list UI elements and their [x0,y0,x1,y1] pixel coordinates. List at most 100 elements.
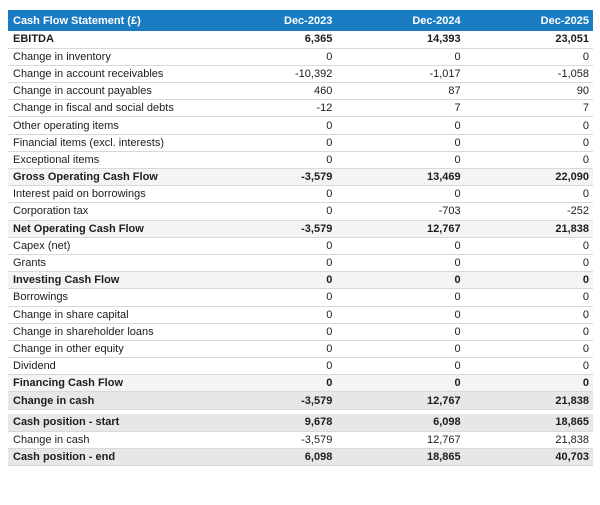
row-label: Dividend [8,357,208,376]
row-value: -252 [464,202,593,221]
row-value: 6,365 [208,31,337,49]
row-value: 0 [208,340,337,359]
row-value: 0 [208,151,337,170]
row-value: 12,767 [336,391,465,410]
row-value: 460 [208,82,337,101]
row-label: Gross Operating Cash Flow [8,168,208,187]
row-label: Change in cash [8,431,208,450]
row-value: 0 [464,374,593,393]
row-value: 13,469 [336,168,465,187]
row-value: 0 [464,237,593,255]
row-value: 0 [336,185,465,204]
table-row: Change in cash -3,579 12,767 21,838 [8,391,593,410]
row-value: 0 [208,237,337,255]
row-value: 0 [336,288,465,307]
table-header: Cash Flow Statement (£) Dec-2023 Dec-202… [8,10,593,31]
row-value: -3,579 [208,220,337,238]
table-title: Cash Flow Statement (£) [8,10,208,31]
table-row: Cash position - end 6,098 18,865 40,703 [8,448,593,467]
row-value: 21,838 [464,220,593,238]
row-label: Change in inventory [8,48,208,66]
row-label: EBITDA [8,31,208,49]
table-row: Change in shareholder loans 0 0 0 [8,323,593,341]
section-spacer [8,409,593,415]
row-label: Corporation tax [8,202,208,221]
table-row: Change in share capital 0 0 0 [8,306,593,324]
row-value: 21,838 [464,391,593,410]
row-value: 0 [336,340,465,359]
row-label: Change in shareholder loans [8,323,208,341]
row-label: Investing Cash Flow [8,271,208,290]
row-value: 0 [208,374,337,393]
table-row: Gross Operating Cash Flow -3,579 13,469 22,… [8,168,593,187]
table-row: Change in account payables 460 87 90 [8,82,593,101]
table-row: Exceptional items 0 0 0 [8,151,593,170]
row-value: 7 [336,99,465,118]
row-value: 0 [336,357,465,376]
row-value: 0 [464,357,593,376]
row-label: Grants [8,254,208,273]
table-row: Other operating items 0 0 0 [8,116,593,135]
table-row: Dividend 0 0 0 [8,357,593,376]
row-value: 0 [208,116,337,135]
row-value: 6,098 [336,414,465,432]
row-label: Financial items (excl. interests) [8,134,208,152]
table-row: Financing Cash Flow 0 0 0 [8,374,593,393]
row-value: 12,767 [336,220,465,238]
row-value: -12 [208,99,337,118]
row-value: -1,017 [336,65,465,84]
row-value: 0 [464,340,593,359]
row-value: 0 [464,116,593,135]
row-value: 18,865 [336,448,465,467]
table-row: Change in fiscal and social debts -12 7 7 [8,99,593,118]
row-value: 0 [464,323,593,341]
table-row: Investing Cash Flow 0 0 0 [8,271,593,290]
column-header-dec-2023: Dec-2023 [208,10,337,31]
cash-flow-statement-table: Cash Flow Statement (£) Dec-2023 Dec-202… [8,10,593,467]
row-value: 0 [208,288,337,307]
row-label: Change in cash [8,391,208,410]
row-label: Cash position - end [8,448,208,467]
row-value: 23,051 [464,31,593,49]
row-value: 0 [336,271,465,290]
row-value: 21,838 [464,431,593,450]
row-value: 0 [208,202,337,221]
row-label: Financing Cash Flow [8,374,208,393]
row-value: 0 [464,48,593,66]
row-value: 40,703 [464,448,593,467]
table-row: Borrowings 0 0 0 [8,288,593,307]
table-row: Interest paid on borrowings 0 0 0 [8,185,593,204]
table-row: Capex (net) 0 0 0 [8,237,593,255]
column-header-dec-2024: Dec-2024 [336,10,465,31]
table-row: Cash position - start 9,678 6,098 18,865 [8,414,593,432]
row-value: 0 [208,323,337,341]
row-value: 0 [208,134,337,152]
row-value: 6,098 [208,448,337,467]
row-value: 0 [336,306,465,324]
table-row: Net Operating Cash Flow -3,579 12,767 21,83… [8,220,593,238]
section-spacer-cell [8,409,593,415]
row-value: -3,579 [208,391,337,410]
row-value: 9,678 [208,414,337,432]
row-value: 0 [208,48,337,66]
row-value: -703 [336,202,465,221]
row-value: 0 [208,271,337,290]
cash-flow-report-page: Cash Flow Statement (£) Dec-2023 Dec-202… [8,10,593,467]
row-label: Interest paid on borrowings [8,185,208,204]
row-label: Exceptional items [8,151,208,170]
row-value: 0 [336,48,465,66]
row-value: 0 [336,151,465,170]
row-value: 0 [464,271,593,290]
row-value: 0 [208,254,337,273]
row-value: 0 [336,237,465,255]
row-value: -3,579 [208,431,337,450]
row-value: 0 [464,151,593,170]
row-value: 0 [464,254,593,273]
column-header-dec-2025: Dec-2025 [464,10,593,31]
row-label: Change in account payables [8,82,208,101]
row-label: Change in account receivables [8,65,208,84]
row-value: 22,090 [464,168,593,187]
row-value: -10,392 [208,65,337,84]
row-value: 7 [464,99,593,118]
row-label: Change in share capital [8,306,208,324]
